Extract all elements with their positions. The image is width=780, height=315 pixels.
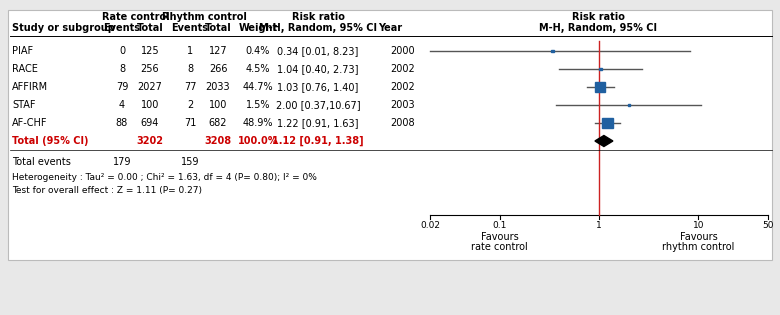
- Text: RACE: RACE: [12, 64, 38, 74]
- Text: 44.7%: 44.7%: [243, 82, 273, 92]
- Bar: [600, 68, 602, 70]
- Text: 100: 100: [209, 100, 227, 110]
- Bar: [8, 10, 772, 260]
- Text: Total: Total: [136, 23, 163, 33]
- Text: 88: 88: [116, 118, 128, 128]
- Text: 3208: 3208: [204, 136, 232, 146]
- Text: AF-CHF: AF-CHF: [12, 118, 48, 128]
- Text: 1.04 [0.40, 2.73]: 1.04 [0.40, 2.73]: [277, 64, 359, 74]
- Text: 682: 682: [209, 118, 227, 128]
- Polygon shape: [595, 135, 613, 146]
- Text: Total events: Total events: [12, 157, 71, 167]
- Text: 0: 0: [119, 46, 125, 56]
- Text: M-H, Random, 95% CI: M-H, Random, 95% CI: [259, 23, 377, 33]
- Text: Year: Year: [378, 23, 402, 33]
- Bar: [628, 104, 630, 106]
- Text: 10: 10: [693, 221, 704, 230]
- Text: 2002: 2002: [390, 64, 415, 74]
- Text: 2027: 2027: [137, 82, 162, 92]
- Text: 2033: 2033: [206, 82, 230, 92]
- Text: 2002: 2002: [390, 82, 415, 92]
- Text: 2.00 [0.37,10.67]: 2.00 [0.37,10.67]: [275, 100, 360, 110]
- Text: 2008: 2008: [390, 118, 415, 128]
- Text: Favours: Favours: [679, 232, 718, 242]
- Text: 8: 8: [119, 64, 125, 74]
- Text: 159: 159: [181, 157, 199, 167]
- Text: rate control: rate control: [471, 242, 528, 252]
- Text: 50: 50: [762, 221, 774, 230]
- Text: PIAF: PIAF: [12, 46, 33, 56]
- Bar: [595, 82, 605, 92]
- Text: Events: Events: [104, 23, 140, 33]
- Text: 100: 100: [141, 100, 159, 110]
- Text: Rate control: Rate control: [102, 12, 170, 22]
- Text: 100.0%: 100.0%: [238, 136, 278, 146]
- Text: 79: 79: [115, 82, 128, 92]
- Text: STAF: STAF: [12, 100, 36, 110]
- Text: 179: 179: [113, 157, 131, 167]
- Text: 2003: 2003: [390, 100, 415, 110]
- Text: 0.1: 0.1: [492, 221, 507, 230]
- Text: 1.12 [0.91, 1.38]: 1.12 [0.91, 1.38]: [272, 136, 363, 146]
- Text: Rhythm control: Rhythm control: [161, 12, 246, 22]
- Text: Heterogeneity : Tau² = 0.00 ; Chi² = 1.63, df = 4 (P= 0.80); I² = 0%: Heterogeneity : Tau² = 0.00 ; Chi² = 1.6…: [12, 173, 317, 181]
- Text: Risk ratio: Risk ratio: [572, 12, 625, 22]
- Text: 0.34 [0.01, 8.23]: 0.34 [0.01, 8.23]: [278, 46, 359, 56]
- Text: 77: 77: [184, 82, 197, 92]
- Text: Total (95% CI): Total (95% CI): [12, 136, 88, 146]
- Text: 2: 2: [187, 100, 193, 110]
- Text: Total: Total: [204, 23, 232, 33]
- Text: Events: Events: [172, 23, 208, 33]
- Text: 1.03 [0.76, 1.40]: 1.03 [0.76, 1.40]: [278, 82, 359, 92]
- Bar: [551, 50, 554, 52]
- Text: 2000: 2000: [390, 46, 415, 56]
- Text: 127: 127: [209, 46, 227, 56]
- Text: Test for overall effect : Z = 1.11 (P= 0.27): Test for overall effect : Z = 1.11 (P= 0…: [12, 186, 202, 196]
- Text: 48.9%: 48.9%: [243, 118, 273, 128]
- Text: 1: 1: [187, 46, 193, 56]
- Text: 0.02: 0.02: [420, 221, 440, 230]
- Text: 71: 71: [184, 118, 197, 128]
- Text: 8: 8: [187, 64, 193, 74]
- Text: Study or subgroup: Study or subgroup: [12, 23, 115, 33]
- Text: 266: 266: [209, 64, 227, 74]
- Text: Risk ratio: Risk ratio: [292, 12, 345, 22]
- Text: M-H, Random, 95% CI: M-H, Random, 95% CI: [539, 23, 657, 33]
- Text: 694: 694: [141, 118, 159, 128]
- Text: 256: 256: [140, 64, 159, 74]
- Text: 4.5%: 4.5%: [246, 64, 270, 74]
- Text: 1: 1: [596, 221, 602, 230]
- Text: 0.4%: 0.4%: [246, 46, 270, 56]
- Text: 4: 4: [119, 100, 125, 110]
- Text: rhythm control: rhythm control: [662, 242, 735, 252]
- Text: 3202: 3202: [136, 136, 164, 146]
- Bar: [602, 117, 613, 129]
- Text: Favours: Favours: [480, 232, 519, 242]
- Text: 125: 125: [140, 46, 159, 56]
- Text: AFFIRM: AFFIRM: [12, 82, 48, 92]
- Text: 1.5%: 1.5%: [246, 100, 270, 110]
- Text: 1.22 [0.91, 1.63]: 1.22 [0.91, 1.63]: [277, 118, 359, 128]
- Text: Weight: Weight: [239, 23, 278, 33]
